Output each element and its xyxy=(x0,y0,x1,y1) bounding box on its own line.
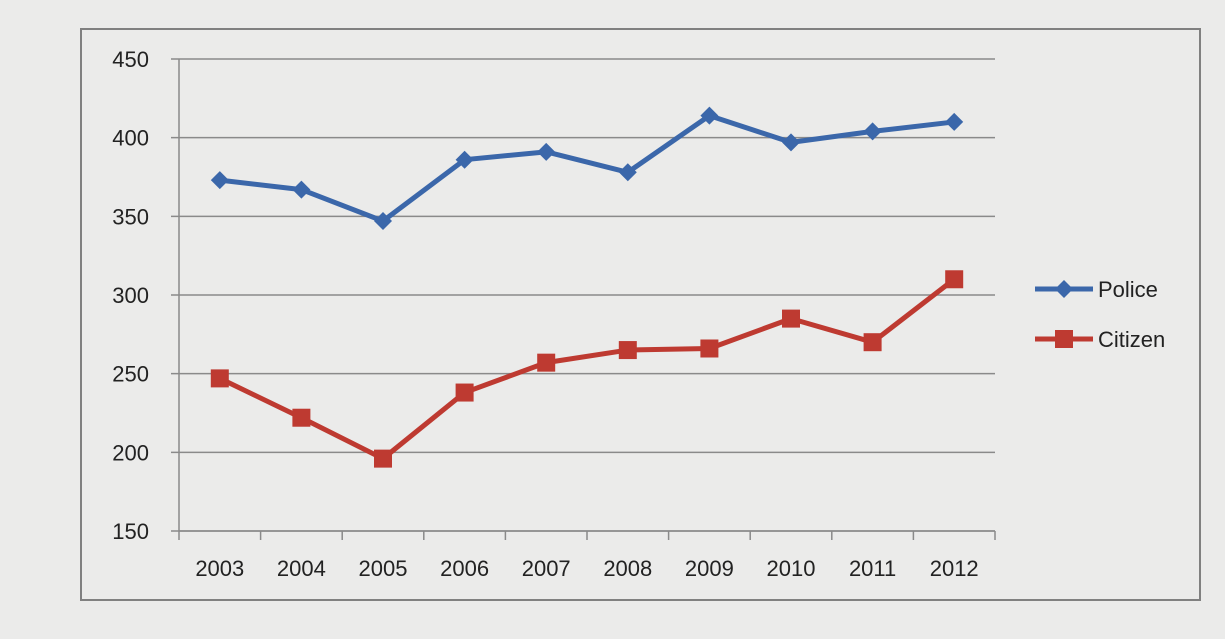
citizen-point xyxy=(210,369,229,388)
x-tick-label: 2007 xyxy=(522,556,571,581)
legend-marker-police xyxy=(1055,280,1073,298)
citizen-point xyxy=(618,341,637,360)
citizen-line xyxy=(218,277,956,462)
citizen-point xyxy=(863,333,882,352)
x-tick-label: 2012 xyxy=(930,556,979,581)
axes: 150 200 250 300 350 400 450 2003 2004 2005 2006 200… xyxy=(112,47,996,581)
citizen-point xyxy=(537,353,556,372)
x-tick-label: 2004 xyxy=(277,556,326,581)
police-point xyxy=(455,150,474,169)
x-tick-label: 2009 xyxy=(685,556,734,581)
legend-marker-citizen xyxy=(1055,330,1073,348)
x-tick-label: 2011 xyxy=(849,556,896,581)
citizen-point xyxy=(455,383,474,402)
x-tick-label: 2008 xyxy=(603,556,652,581)
x-tick-label: 2005 xyxy=(359,556,408,581)
y-tick-label: 250 xyxy=(112,362,149,387)
y-tick-label: 300 xyxy=(112,283,149,308)
citizen-point xyxy=(945,270,964,289)
y-tick-label: 150 xyxy=(112,519,149,544)
police-point xyxy=(292,180,311,199)
chart-frame xyxy=(80,28,1201,601)
police-point xyxy=(700,106,719,125)
x-tick-label: 2006 xyxy=(440,556,489,581)
legend-label-police: Police xyxy=(1098,277,1158,302)
police-point xyxy=(374,212,392,231)
police-point xyxy=(618,163,637,182)
x-tick-label: 2003 xyxy=(195,556,244,581)
series-citizen xyxy=(210,270,964,468)
series-group xyxy=(210,106,964,468)
police-point xyxy=(210,171,229,190)
legend-label-citizen: Citizen xyxy=(1098,327,1165,352)
y-tick-label: 450 xyxy=(112,47,149,72)
police-point xyxy=(945,112,964,131)
legend: Police Citizen xyxy=(1035,277,1165,352)
citizen-point xyxy=(374,449,392,468)
series-police xyxy=(210,106,964,231)
y-tick-label: 350 xyxy=(112,204,149,229)
y-tick-label: 200 xyxy=(112,440,149,465)
citizen-point xyxy=(292,408,311,427)
police-point xyxy=(537,142,556,161)
police-point xyxy=(863,122,882,141)
citizen-point xyxy=(782,309,800,328)
police-point xyxy=(782,133,800,152)
legend-item-citizen: Citizen xyxy=(1035,327,1165,352)
citizen-point xyxy=(700,339,719,358)
legend-item-police: Police xyxy=(1035,277,1158,302)
x-tick-label: 2010 xyxy=(767,556,816,581)
y-tick-label: 400 xyxy=(112,126,149,151)
gridlines xyxy=(171,58,995,532)
police-line xyxy=(219,113,955,224)
